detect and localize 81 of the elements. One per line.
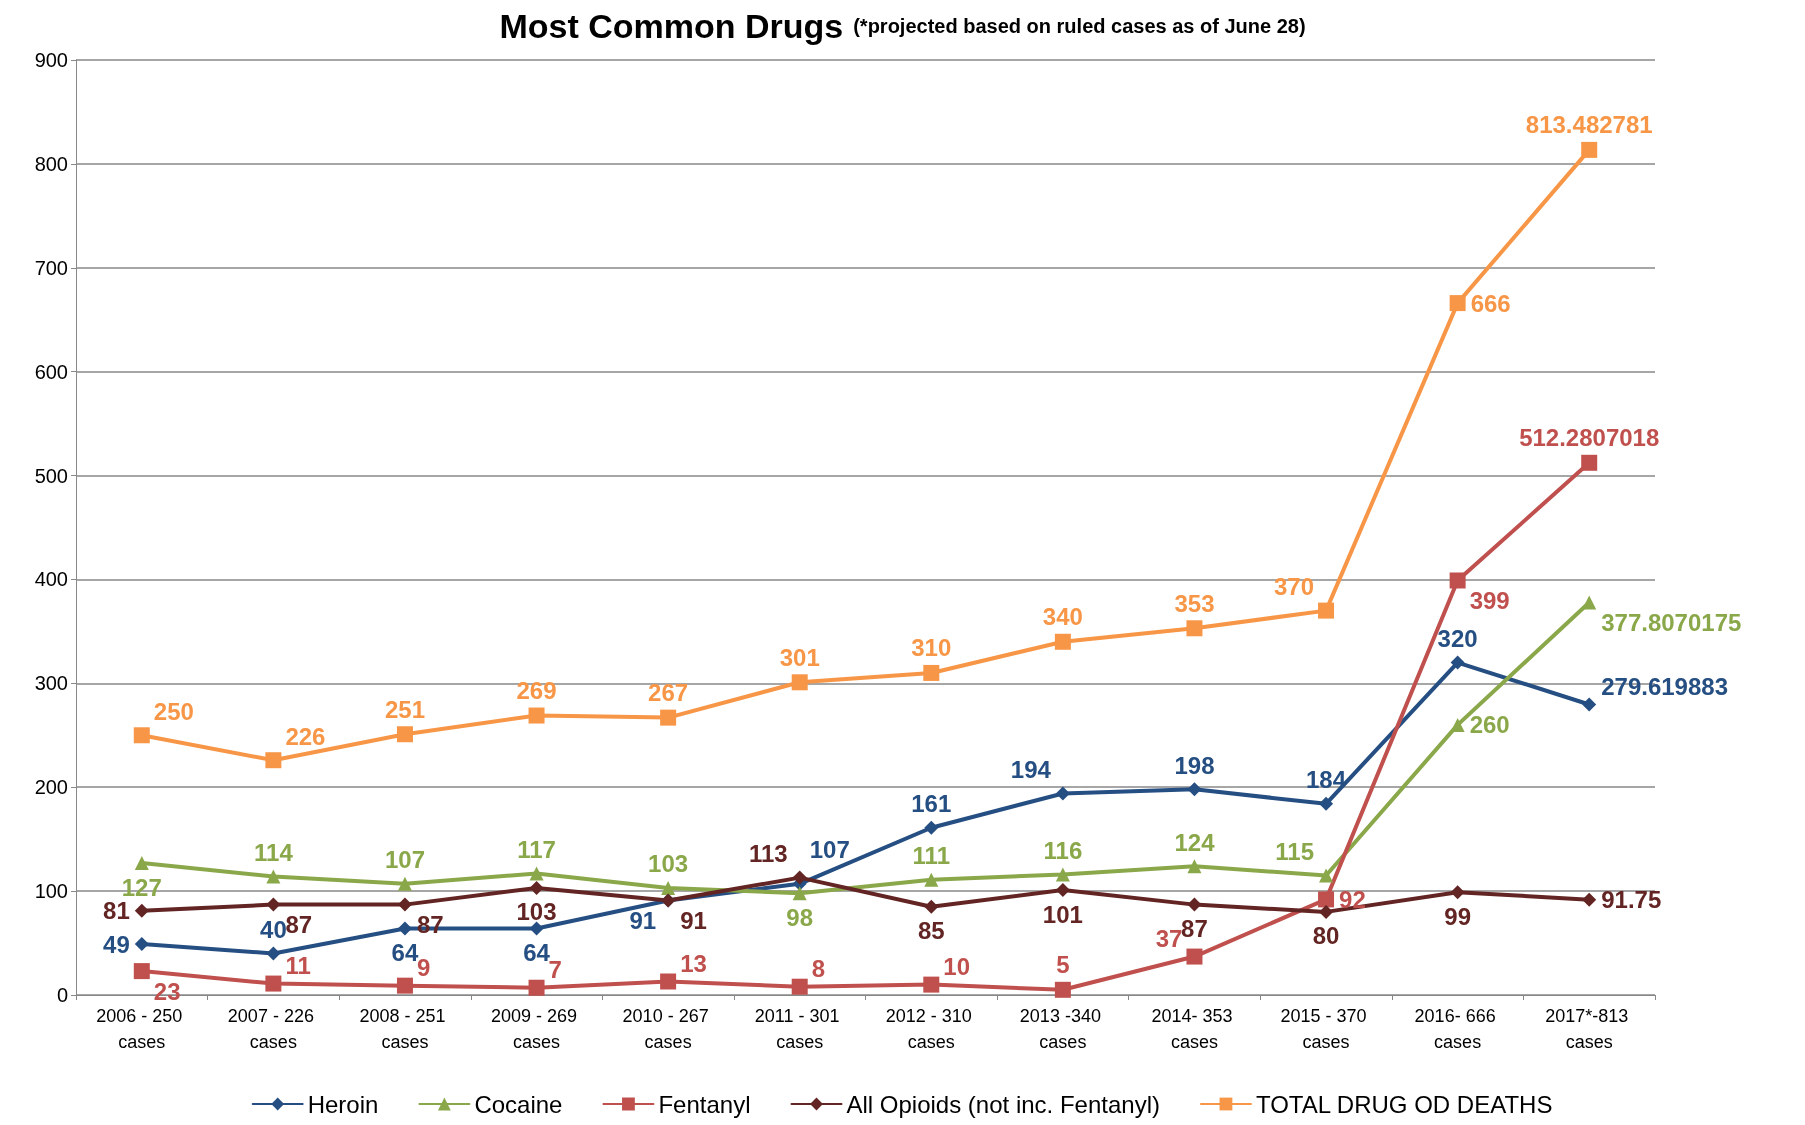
x-tick-label: 2010 - 267 cases	[622, 1006, 714, 1052]
data-label: 103	[516, 898, 557, 926]
data-label: 40	[260, 915, 287, 943]
data-label: 370	[1273, 573, 1315, 601]
data-label: 184	[1306, 766, 1347, 794]
data-label: 267	[648, 679, 689, 707]
y-tick-label: 0	[56, 984, 68, 1006]
data-label: 101	[1042, 900, 1083, 928]
y-tick-label: 100	[34, 880, 68, 903]
data-label: 103	[648, 850, 689, 878]
x-tick-label: 2016- 666 cases	[1414, 1006, 1501, 1052]
legend-label: Cocaine	[474, 1090, 563, 1118]
y-tick-label: 300	[34, 672, 68, 695]
data-label: 301	[779, 643, 820, 671]
data-label: 251	[384, 695, 425, 723]
data-label: 85	[917, 917, 945, 945]
x-tick-label: 2008 - 251 cases	[359, 1006, 451, 1052]
y-tick-label: 800	[34, 152, 68, 175]
data-label: 107	[809, 836, 850, 864]
data-label: 399	[1469, 586, 1510, 614]
data-label: 269	[516, 677, 557, 705]
x-tick-label: 2007 - 226 cases	[227, 1006, 319, 1052]
data-label: 279.619883	[1601, 673, 1729, 701]
data-label: 194	[1010, 755, 1052, 783]
data-label: 666	[1470, 289, 1511, 317]
data-label: 87	[285, 911, 313, 939]
data-label: 813.482781	[1525, 111, 1653, 139]
data-label: 91	[629, 906, 657, 934]
x-tick-label: 2013 -340 cases	[1019, 1006, 1106, 1052]
data-label: 91.75	[1601, 886, 1662, 914]
x-tick-label: 2014- 353 cases	[1151, 1006, 1238, 1052]
data-label: 113	[748, 840, 788, 868]
data-label: 114	[254, 839, 294, 867]
data-label: 13	[680, 949, 707, 977]
data-label: 107	[384, 846, 425, 874]
legend-label: TOTAL DRUG OD DEATHS	[1255, 1090, 1553, 1118]
data-label: 115	[1275, 838, 1315, 866]
x-tick-label: 2006 - 250 cases	[96, 1006, 188, 1052]
data-label: 377.8070175	[1601, 609, 1742, 636]
data-label: 98	[786, 903, 814, 931]
x-tick-label: 2015 - 370 cases	[1280, 1006, 1372, 1052]
y-tick-label: 600	[34, 360, 68, 383]
legend-label: Fentanyl	[658, 1090, 751, 1118]
data-label: 310	[911, 634, 952, 662]
data-label: 340	[1042, 603, 1083, 631]
y-tick-label: 400	[34, 568, 68, 591]
data-label: 80	[1312, 922, 1340, 950]
data-label: 320	[1437, 625, 1478, 653]
data-label: 111	[912, 842, 950, 870]
data-label: 117	[517, 835, 556, 863]
data-label: 198	[1174, 751, 1215, 779]
data-label: 5	[1056, 951, 1070, 979]
data-label: 87	[1181, 915, 1208, 943]
x-tick-label: 2012 - 310 cases	[885, 1006, 977, 1052]
data-label: 11	[285, 952, 311, 980]
x-tick-label: 2017*-813 cases	[1545, 1006, 1634, 1052]
data-label: 512.2807018	[1519, 424, 1660, 452]
y-tick-label: 900	[34, 49, 68, 71]
legend-label: All Opioids (not inc. Fentanyl)	[846, 1090, 1160, 1118]
chart-subtitle: (*projected based on ruled cases as of June 28)	[853, 15, 1306, 37]
x-tick-label: 2009 - 269 cases	[491, 1006, 583, 1052]
data-label: 8	[811, 955, 826, 983]
data-label: 226	[285, 722, 326, 750]
y-tick-label: 200	[34, 776, 68, 799]
y-tick-label: 500	[34, 464, 68, 487]
data-label: 37	[1155, 925, 1183, 953]
chart-title: Most Common Drugs	[499, 7, 844, 45]
data-label: 92	[1339, 885, 1366, 913]
data-label: 260	[1469, 711, 1510, 739]
x-tick-label: 2011 - 301 cases	[754, 1006, 845, 1052]
data-label: 124	[1174, 828, 1216, 856]
data-label: 10	[943, 953, 970, 981]
data-label: 91	[680, 906, 707, 934]
data-label: 116	[1043, 836, 1083, 864]
data-label: 49	[103, 930, 130, 958]
legend-label: Heroin	[307, 1090, 379, 1118]
data-label: 99	[1444, 902, 1471, 930]
data-label: 250	[153, 697, 194, 725]
data-label: 161	[911, 790, 952, 818]
y-tick-label: 700	[34, 256, 68, 279]
data-label: 353	[1174, 589, 1215, 617]
